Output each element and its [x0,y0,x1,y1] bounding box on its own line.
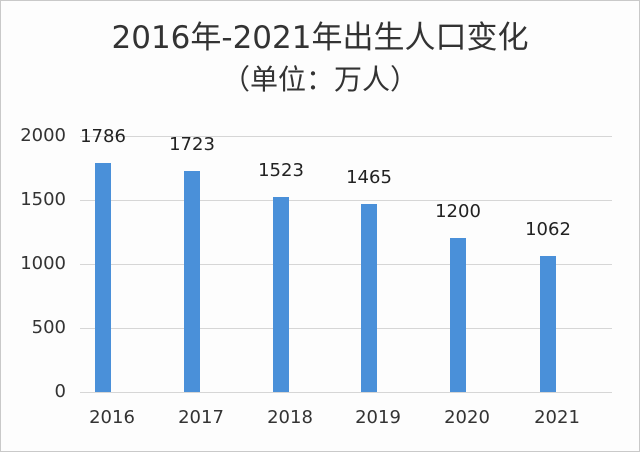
data-label: 1200 [435,201,481,222]
bar-2017 [184,171,200,392]
x-tick-label: 2020 [444,407,490,428]
bar-2020 [450,238,466,392]
gridline [80,136,612,137]
chart-subtitle: （单位：万人） [221,63,418,96]
y-tick-label: 1500 [20,189,66,210]
x-tick-label: 2017 [178,407,224,428]
data-label: 1465 [346,167,392,188]
y-tick-label: 500 [31,317,66,338]
y-tick-label: 0 [54,381,66,402]
gridline [80,328,612,329]
y-tick-label: 1000 [20,253,66,274]
y-tick-label: 2000 [20,125,66,146]
x-tick-label: 2018 [267,407,313,428]
chart-title: 2016年-2021年出生人口变化 [111,20,529,56]
bar-2016 [95,163,111,392]
data-label: 1723 [169,134,215,155]
bar-2019 [361,204,377,392]
data-label: 1786 [80,126,126,147]
gridline [80,392,612,393]
data-label: 1062 [525,219,571,240]
gridline [80,264,612,265]
bar-2018 [273,197,289,392]
gridline [80,200,612,201]
bar-2021 [540,256,556,392]
x-tick-label: 2021 [534,407,580,428]
x-tick-label: 2016 [89,407,135,428]
x-tick-label: 2019 [355,407,401,428]
data-label: 1523 [258,160,304,181]
